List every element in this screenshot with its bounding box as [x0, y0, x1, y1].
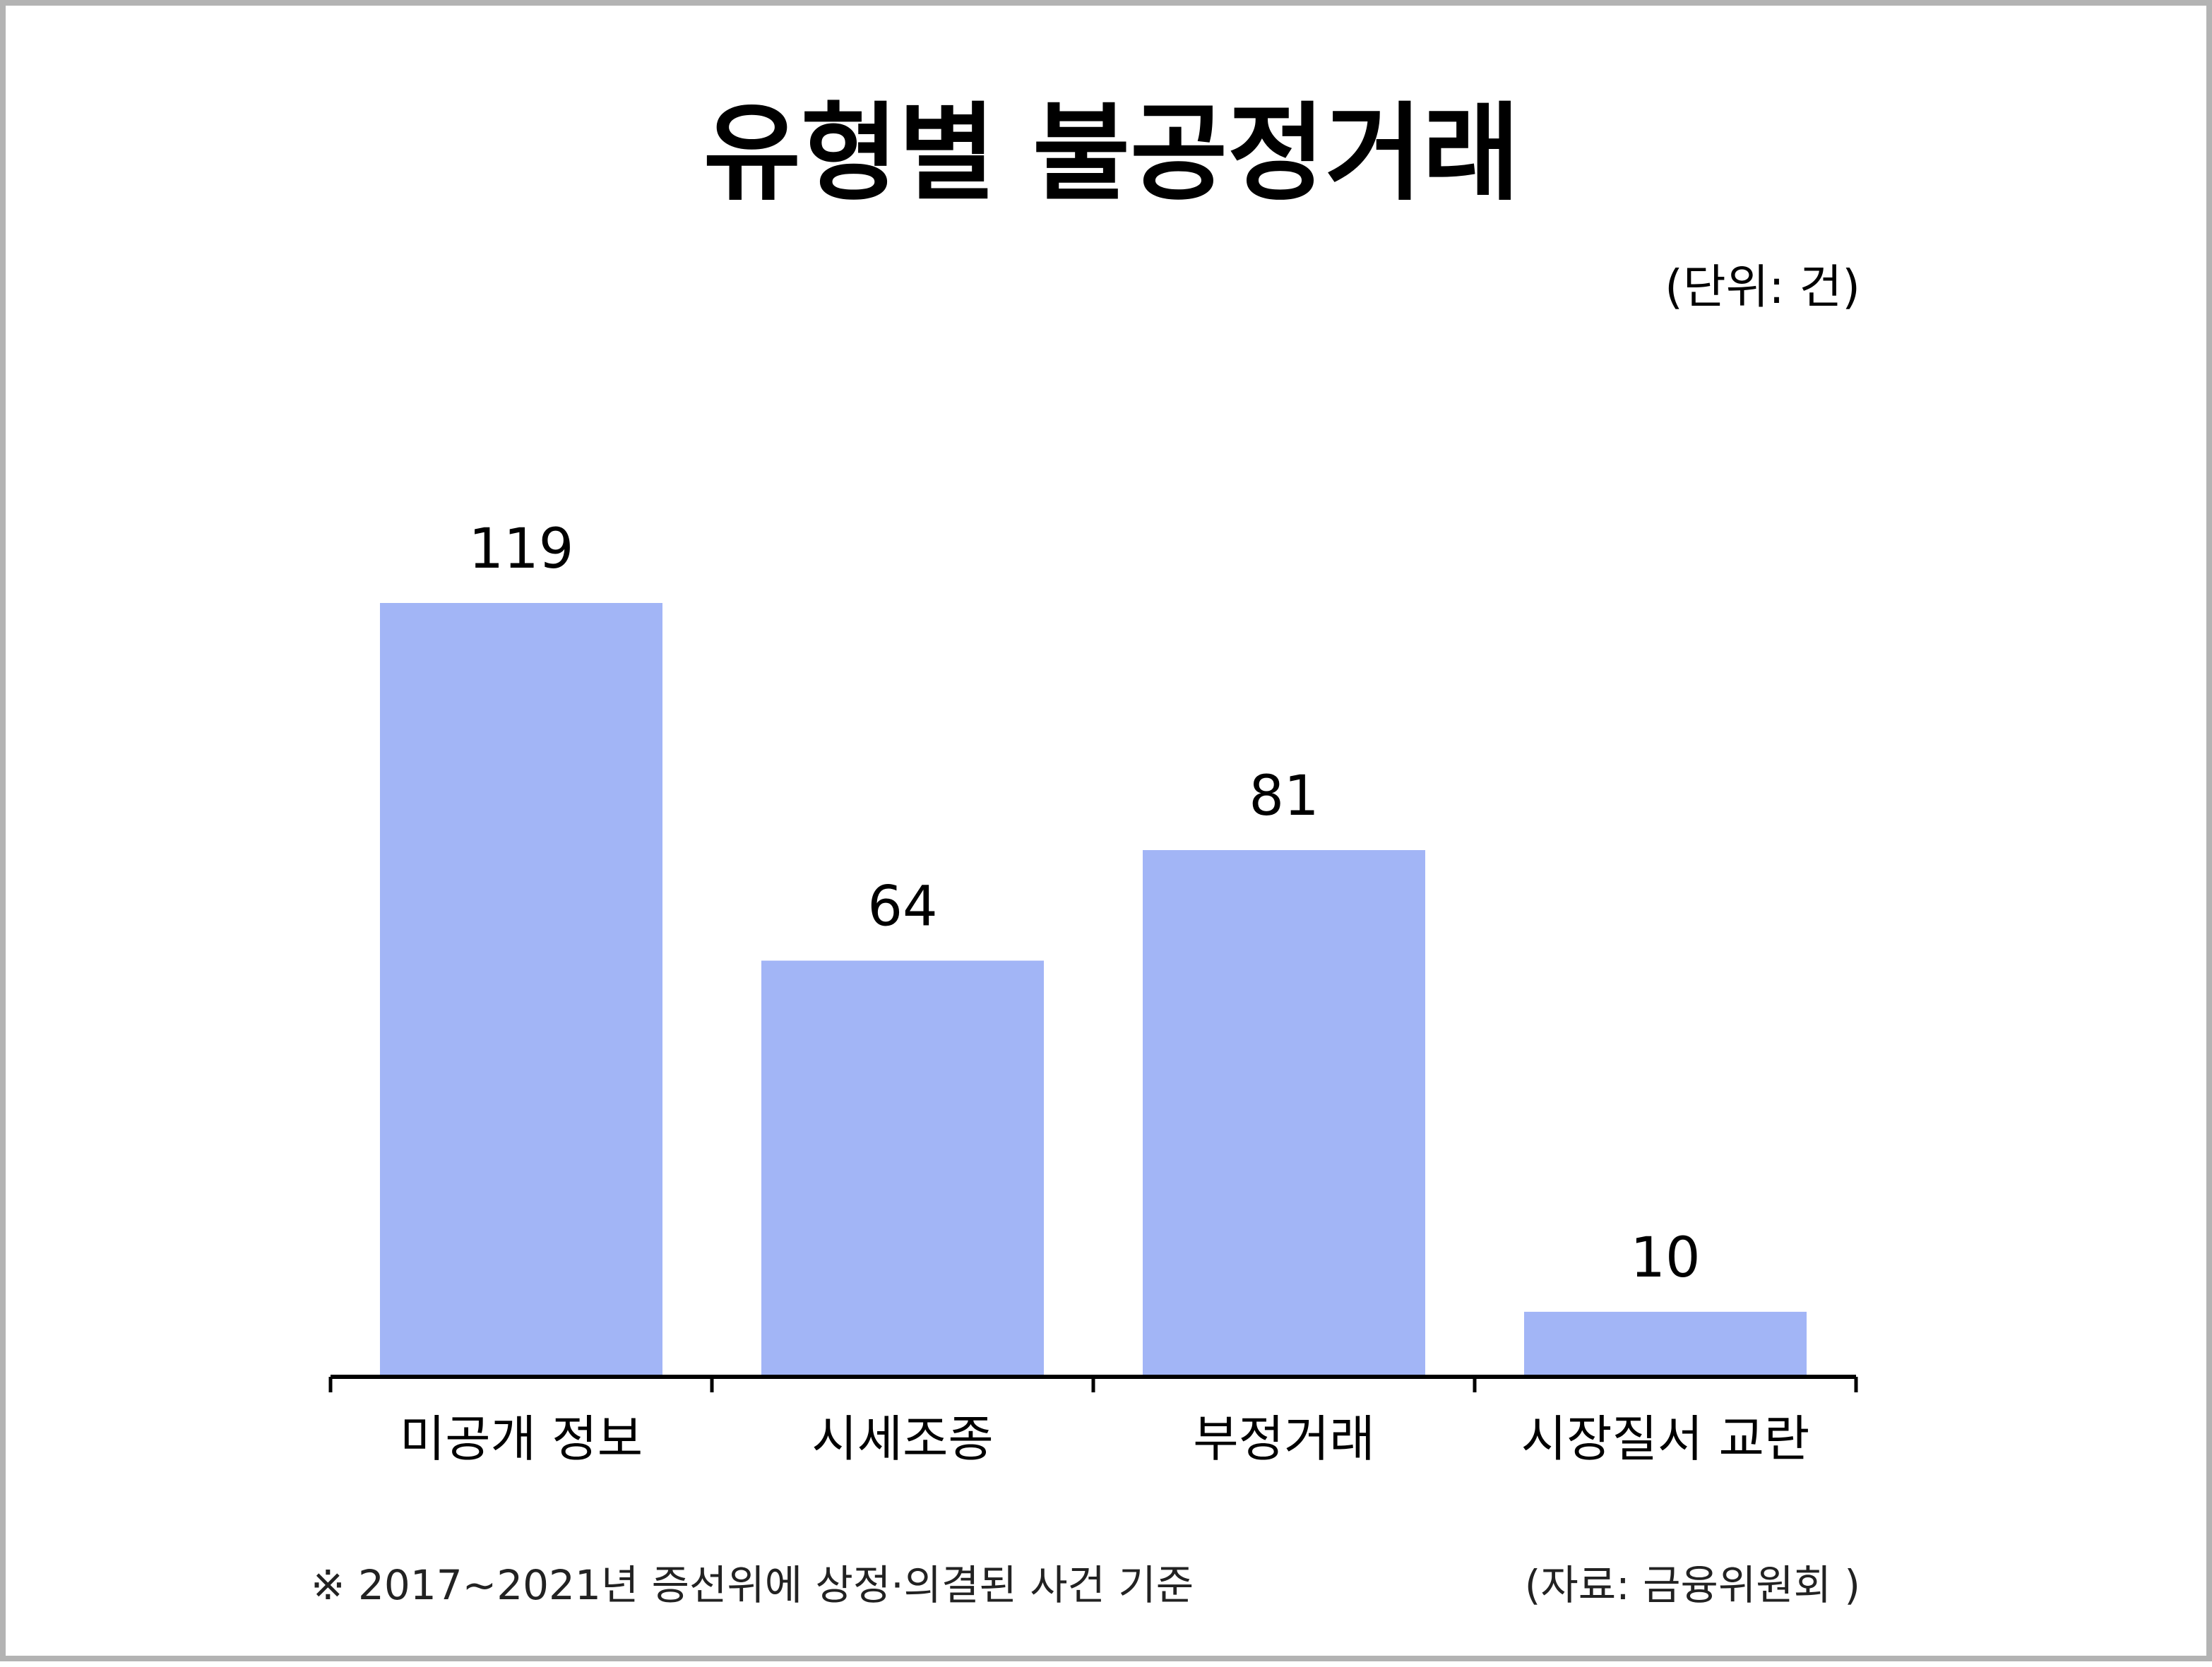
- bar-3: [1143, 849, 1425, 1377]
- bar-2: [761, 960, 1044, 1377]
- category-label-1: 미공개 정보: [400, 1410, 643, 1468]
- unit-label: (단위: 건): [1665, 260, 1860, 314]
- bar-chart: 119 미공개 정보 64 시세조종 81 부정거래 10 시장질서 교란: [328, 518, 1858, 1468]
- value-label-4: 10: [1630, 1226, 1700, 1290]
- category-label-2: 시세조종: [811, 1410, 994, 1468]
- value-label-3: 81: [1249, 765, 1319, 828]
- category-label-3: 부정거래: [1193, 1410, 1375, 1468]
- bar-1: [380, 603, 662, 1377]
- source-note: (자료: 금융위원회 ): [1524, 1561, 1860, 1609]
- footnote: ※ 2017~2021년 증선위에 상정·의결된 사건 기준: [311, 1561, 1194, 1609]
- value-label-1: 119: [469, 518, 574, 581]
- value-label-2: 64: [867, 876, 937, 939]
- category-label-4: 시장질서 교란: [1521, 1410, 1810, 1468]
- bar-4: [1524, 1311, 1807, 1377]
- chart-title: 유형별 불공정거래: [703, 92, 1521, 215]
